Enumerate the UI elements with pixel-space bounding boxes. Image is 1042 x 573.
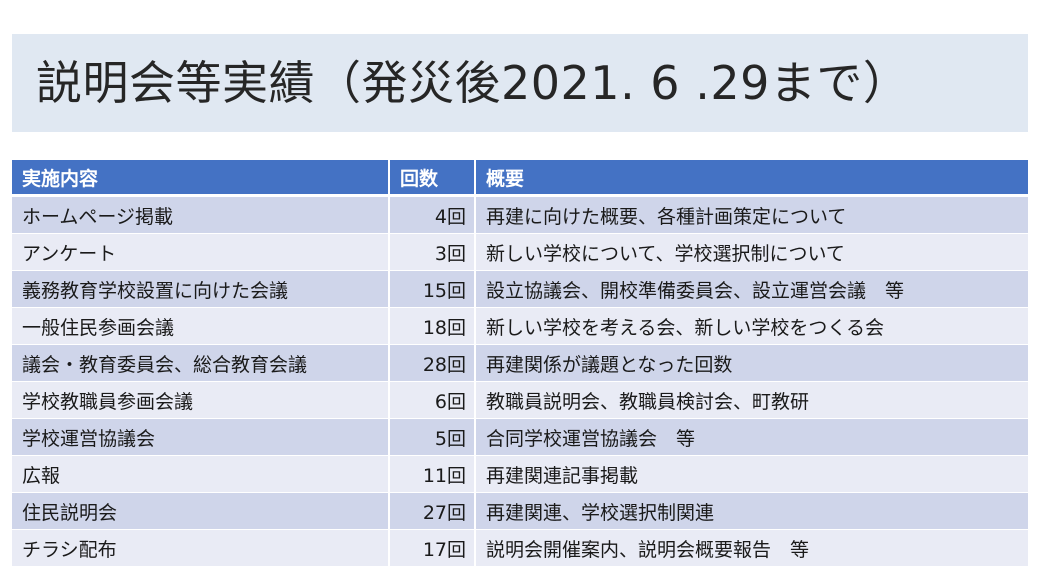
row-count: 18回 <box>390 308 476 345</box>
row-item: 学校運営協議会 <box>12 419 390 456</box>
row-summary: 新しい学校を考える会、新しい学校をつくる会 <box>476 308 1028 345</box>
row-summary: 再建に向けた概要、各種計画策定について <box>476 197 1028 234</box>
title-band: 説明会等実績（発災後2021. 6 .29まで） <box>12 34 1028 132</box>
row-count: 11回 <box>390 456 476 493</box>
table-row: 一般住民参画会議 18回 新しい学校を考える会、新しい学校をつくる会 <box>12 308 1028 345</box>
row-item: 一般住民参画会議 <box>12 308 390 345</box>
table-row: チラシ配布 17回 説明会開催案内、説明会概要報告 等 <box>12 530 1028 567</box>
row-item: 義務教育学校設置に向けた会議 <box>12 271 390 308</box>
row-count: 15回 <box>390 271 476 308</box>
records-table: 実施内容 回数 概要 ホームページ掲載 4回 再建に向けた概要、各種計画策定につ… <box>12 160 1028 567</box>
row-summary: 再建関係が議題となった回数 <box>476 345 1028 382</box>
row-item: チラシ配布 <box>12 530 390 567</box>
row-summary: 設立協議会、開校準備委員会、設立運営会議 等 <box>476 271 1028 308</box>
row-summary: 再建関連、学校選択制関連 <box>476 493 1028 530</box>
table-row: 住民説明会 27回 再建関連、学校選択制関連 <box>12 493 1028 530</box>
header-summary: 概要 <box>476 160 1028 197</box>
row-summary: 教職員説明会、教職員検討会、町教研 <box>476 382 1028 419</box>
header-item: 実施内容 <box>12 160 390 197</box>
slide-title: 説明会等実績（発災後2021. 6 .29まで） <box>36 56 910 110</box>
row-summary: 合同学校運営協議会 等 <box>476 419 1028 456</box>
row-item: 学校教職員参画会議 <box>12 382 390 419</box>
row-count: 5回 <box>390 419 476 456</box>
row-summary: 再建関連記事掲載 <box>476 456 1028 493</box>
table-row: アンケート 3回 新しい学校について、学校選択制について <box>12 234 1028 271</box>
row-summary: 新しい学校について、学校選択制について <box>476 234 1028 271</box>
row-item: ホームページ掲載 <box>12 197 390 234</box>
row-item: アンケート <box>12 234 390 271</box>
table-row: 学校運営協議会 5回 合同学校運営協議会 等 <box>12 419 1028 456</box>
row-count: 27回 <box>390 493 476 530</box>
table-row: ホームページ掲載 4回 再建に向けた概要、各種計画策定について <box>12 197 1028 234</box>
row-item: 住民説明会 <box>12 493 390 530</box>
table-header-row: 実施内容 回数 概要 <box>12 160 1028 197</box>
row-count: 3回 <box>390 234 476 271</box>
row-item: 広報 <box>12 456 390 493</box>
row-count: 6回 <box>390 382 476 419</box>
row-count: 17回 <box>390 530 476 567</box>
table-row: 学校教職員参画会議 6回 教職員説明会、教職員検討会、町教研 <box>12 382 1028 419</box>
table-row: 広報 11回 再建関連記事掲載 <box>12 456 1028 493</box>
table-row: 議会・教育委員会、総合教育会議 28回 再建関係が議題となった回数 <box>12 345 1028 382</box>
row-summary: 説明会開催案内、説明会概要報告 等 <box>476 530 1028 567</box>
header-count: 回数 <box>390 160 476 197</box>
table-row: 義務教育学校設置に向けた会議 15回 設立協議会、開校準備委員会、設立運営会議 … <box>12 271 1028 308</box>
row-item: 議会・教育委員会、総合教育会議 <box>12 345 390 382</box>
row-count: 28回 <box>390 345 476 382</box>
row-count: 4回 <box>390 197 476 234</box>
